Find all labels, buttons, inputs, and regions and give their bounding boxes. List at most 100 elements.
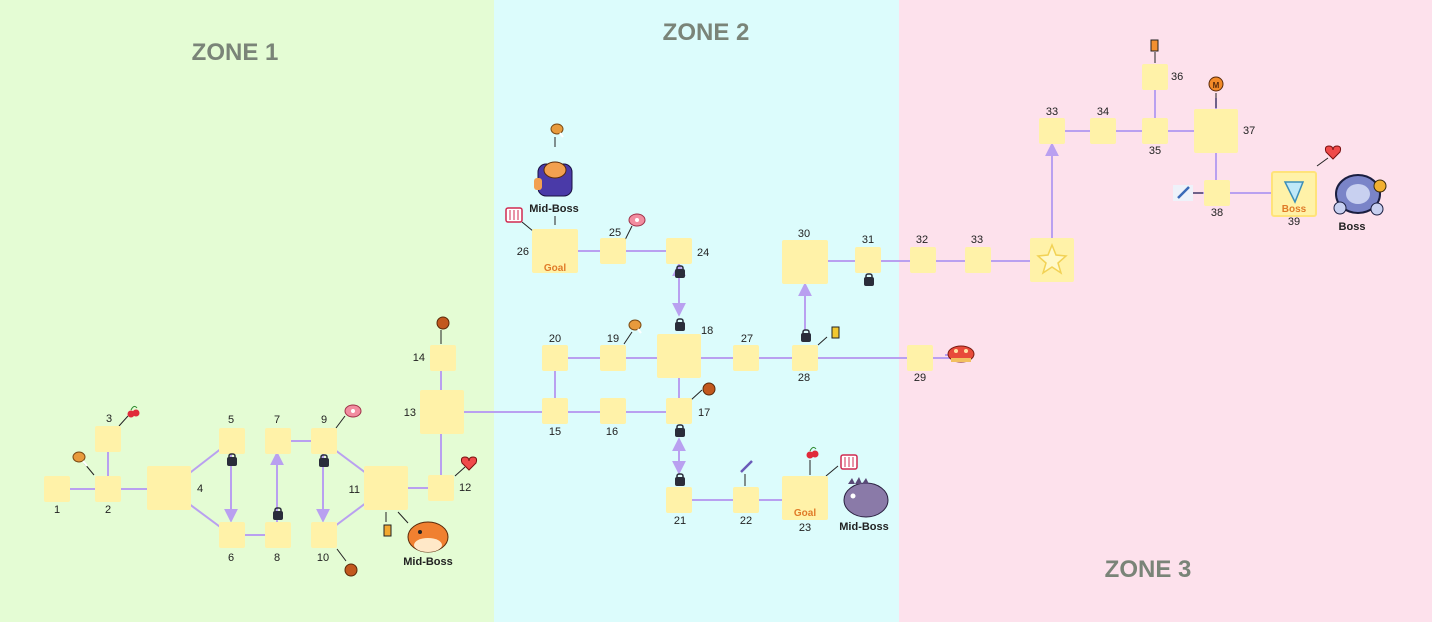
stage-node[interactable] [428,475,454,501]
svg-text:5: 5 [228,414,234,426]
lock-icon [675,473,685,486]
zone-2-area [494,0,899,622]
stage-node[interactable] [666,487,692,513]
stage-node[interactable] [95,476,121,502]
stage-node[interactable] [95,426,121,452]
lock-icon [675,424,685,437]
svg-text:36: 36 [1171,71,1183,83]
stage-node-goal[interactable] [532,229,578,273]
svg-text:12: 12 [459,482,471,494]
goal-tag: Goal [544,263,566,274]
svg-text:1: 1 [54,504,60,516]
mid-boss-enemy-3 [843,477,889,518]
stage-node[interactable] [147,466,191,510]
drumstick-icon [72,451,88,467]
stage-node[interactable] [1142,118,1168,144]
crystal-icon [1283,181,1305,204]
lock-icon [273,507,283,520]
cherry-icon [806,446,819,459]
svg-text:6: 6 [228,552,234,564]
svg-text:10: 10 [317,552,329,564]
mid-boss-enemy-2 [534,161,573,197]
stage-node[interactable] [1204,180,1230,206]
lock-icon [675,318,685,331]
map-nodes [44,64,1317,548]
svg-text:13: 13 [404,407,416,419]
stage-node[interactable] [1142,64,1168,90]
sword-icon [740,460,753,473]
stage-node[interactable] [430,345,456,371]
svg-text:15: 15 [549,426,561,438]
zone-3-area [899,0,1432,622]
svg-text:3: 3 [106,413,112,425]
svg-text:38: 38 [1211,207,1223,219]
svg-text:20: 20 [549,333,561,345]
stage-node[interactable] [965,247,991,273]
stage-node[interactable] [855,247,881,273]
mid-boss-label: Mid-Boss [403,556,453,568]
stage-node[interactable] [657,334,701,378]
zone-3-label: ZONE 3 [1105,556,1192,583]
stage-node[interactable] [311,428,337,454]
stage-node[interactable] [733,487,759,513]
svg-text:17: 17 [698,407,710,419]
meat-icon [628,213,646,227]
heart-icon [1324,145,1342,160]
lock-icon [801,329,811,342]
stage-node[interactable] [1039,118,1065,144]
stage-node-goal[interactable] [782,476,828,520]
svg-text:9: 9 [321,414,327,426]
medal-icon: M [1208,76,1224,92]
stage-node[interactable] [420,390,464,434]
stage-node[interactable] [910,247,936,273]
heart-icon [460,456,478,471]
zone-2-label: ZONE 2 [663,19,750,46]
stage-node[interactable] [733,345,759,371]
stage-node[interactable] [44,476,70,502]
svg-text:18: 18 [701,325,713,337]
lock-icon [319,454,329,467]
boss-label: Boss [1339,221,1366,233]
svg-text:16: 16 [606,426,618,438]
stage-node[interactable] [542,398,568,424]
stage-node[interactable] [782,240,828,284]
svg-text:M: M [1213,81,1220,90]
stage-node[interactable] [265,428,291,454]
stage-node[interactable] [1090,118,1116,144]
lock-icons [227,265,874,520]
gift-box-icon [505,207,523,223]
boss-tag: Boss [1282,204,1307,215]
stage-node[interactable] [600,398,626,424]
star-icon [1036,242,1068,275]
stage-node[interactable] [265,522,291,548]
stage-node[interactable] [792,345,818,371]
shell-icon [947,345,975,363]
lock-icon [227,453,237,466]
stage-node[interactable] [666,238,692,264]
stage-node[interactable] [600,238,626,264]
svg-text:25: 25 [609,227,621,239]
drumstick-icon [550,123,564,138]
stage-node[interactable] [907,345,933,371]
stage-node[interactable] [364,466,408,510]
svg-text:27: 27 [741,333,753,345]
stage-node[interactable] [542,345,568,371]
stage-node[interactable] [311,522,337,548]
lock-icon [864,273,874,286]
stage-node[interactable] [1194,109,1238,153]
stage-node[interactable] [219,522,245,548]
lock-icon [675,265,685,278]
svg-text:35: 35 [1149,145,1161,157]
svg-text:7: 7 [274,414,280,426]
svg-text:21: 21 [674,515,686,527]
svg-text:32: 32 [916,234,928,246]
stage-node[interactable] [666,398,692,424]
svg-text:28: 28 [798,372,810,384]
stage-node[interactable] [219,428,245,454]
svg-text:26: 26 [517,246,529,258]
stage-node[interactable] [600,345,626,371]
meat-icon [344,404,362,418]
svg-text:8: 8 [274,552,280,564]
svg-text:37: 37 [1243,125,1255,137]
svg-text:33: 33 [971,234,983,246]
